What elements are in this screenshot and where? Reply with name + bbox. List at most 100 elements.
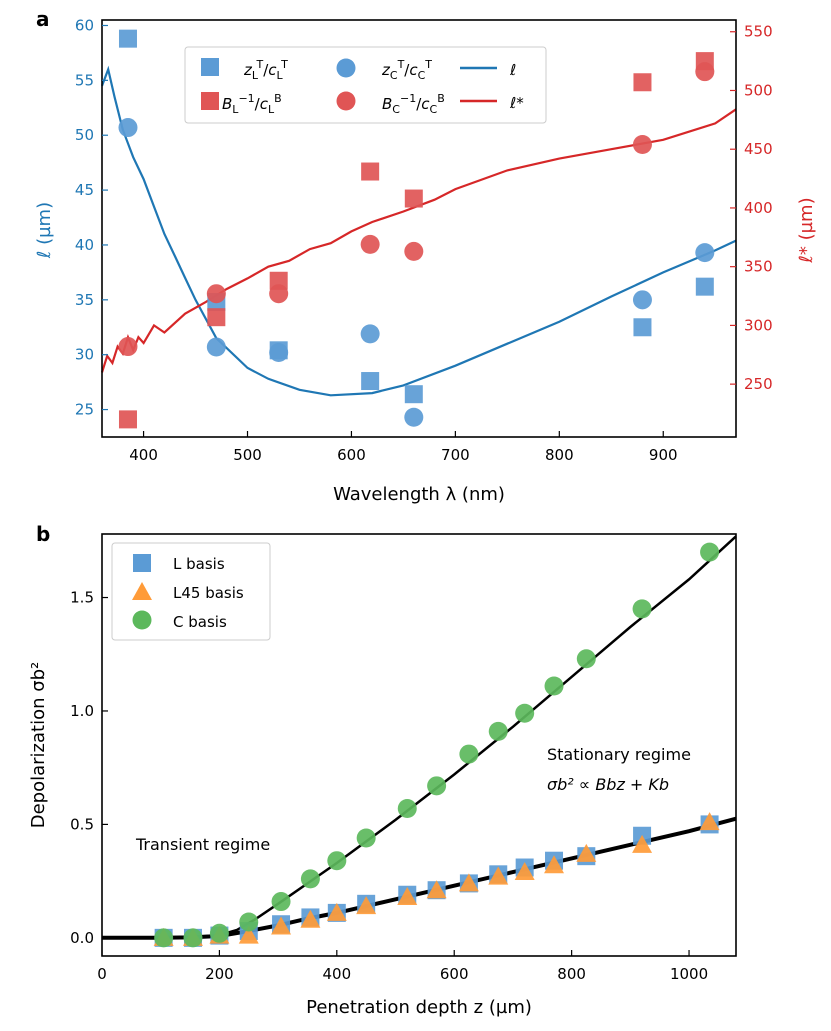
a-left-ytick-label-35: 35 xyxy=(75,291,94,309)
b-xtick-label-0: 0 xyxy=(97,965,107,983)
b-ytick-label-1.5: 1.5 xyxy=(70,589,94,607)
point-c-basis-400 xyxy=(327,851,347,871)
point-c-basis-770 xyxy=(544,676,564,696)
legend-BC-circle-marker xyxy=(336,91,356,111)
point-l45-basis-825 xyxy=(576,843,597,862)
a-right-ytick-label-300: 300 xyxy=(744,316,773,334)
point-l45-basis-250 xyxy=(238,925,259,944)
panel-a-right-y-label: ℓ* (µm) xyxy=(796,197,817,263)
b-ytick-label-0: 0.0 xyxy=(70,929,94,947)
legend-zCT-circle-marker xyxy=(336,58,356,78)
a-xtick-label-900: 900 xyxy=(649,446,678,464)
a-left-ytick-label-30: 30 xyxy=(75,346,94,364)
point-c-basis-570 xyxy=(427,776,447,796)
point-c-basis-625 xyxy=(459,744,479,764)
a-right-ytick-label-550: 550 xyxy=(744,23,773,41)
legend-L-basis-square-marker xyxy=(133,554,151,572)
point-c-basis-105 xyxy=(154,928,174,948)
b-xtick-label-1000: 1000 xyxy=(670,965,708,983)
b-xtick-label-400: 400 xyxy=(322,965,351,983)
legend-ell-label: ℓ xyxy=(509,61,516,79)
a-right-ytick-label-250: 250 xyxy=(744,375,773,393)
point-c-basis-920 xyxy=(632,599,652,619)
b-ytick-label-1: 1.0 xyxy=(70,702,94,720)
point-l45-basis-400 xyxy=(326,902,347,921)
legend-ell-star-label: ℓ* xyxy=(509,94,524,112)
point-c-basis-355 xyxy=(300,869,320,889)
panel-b-y-label: Depolarization σb² xyxy=(28,662,49,829)
b-ytick-label-0.5: 0.5 xyxy=(70,815,94,833)
panel-b-legend-box xyxy=(111,542,271,641)
point-c-basis-450 xyxy=(356,828,376,848)
a-left-ytick-label-50: 50 xyxy=(75,126,94,144)
a-left-ytick-label-45: 45 xyxy=(75,181,94,199)
a-left-ytick-label-40: 40 xyxy=(75,236,94,254)
panel-b-legend: L basis L45 basis C basis xyxy=(111,542,271,641)
panel-label-b: b xyxy=(36,522,50,546)
point-c-basis-200 xyxy=(209,923,229,943)
point-c-basis-825 xyxy=(576,649,596,669)
point-bl-1-cl-b-880 xyxy=(633,73,652,92)
point-zc-t-cc-t-940 xyxy=(695,243,715,263)
point-l45-basis-520 xyxy=(397,887,418,906)
panel-a-frame xyxy=(101,19,737,438)
legend-C-basis-circle-marker xyxy=(132,610,152,630)
point-c-basis-1035 xyxy=(700,542,720,562)
point-l45-basis-770 xyxy=(544,855,565,874)
point-l45-basis-450 xyxy=(356,896,377,915)
panel-a-legend: zLT/cLT zCT/cCT ℓ BL−1/cLB BC−1/cCB ℓ* xyxy=(184,46,547,124)
point-c-basis-675 xyxy=(488,721,508,741)
point-bc-1-cc-b-385 xyxy=(118,337,138,357)
panel-a: a 400 500 600 700 800 900 25 30 35 40 45 50 55 60 25… xyxy=(34,7,817,505)
a-xtick-label-700: 700 xyxy=(441,446,470,464)
panel-a-plot xyxy=(100,29,737,429)
panel-b-x-ticks: 0 200 400 600 800 1000 xyxy=(97,950,708,983)
point-zl-t-cl-t-940 xyxy=(695,277,714,296)
point-zl-t-cl-t-618 xyxy=(361,372,380,391)
point-c-basis-720 xyxy=(515,703,535,723)
legend-C-basis-label: C basis xyxy=(173,613,227,631)
point-bl-1-cl-b-470 xyxy=(207,308,226,327)
legend-L45-basis-triangle-marker xyxy=(132,582,152,600)
a-right-ytick-label-500: 500 xyxy=(744,81,773,99)
panel-b: b 0 200 400 600 800 1000 0.0 0.5 1.0 1.5 Penetra… xyxy=(28,522,737,1018)
point-c-basis-155 xyxy=(183,928,203,948)
point-bc-1-cc-b-530 xyxy=(269,284,289,304)
point-l45-basis-675 xyxy=(488,866,509,885)
point-l45-basis-355 xyxy=(300,909,321,928)
panel-b-x-label: Penetration depth z (µm) xyxy=(306,997,532,1018)
point-bl-1-cl-b-660 xyxy=(404,189,423,208)
legend-BL-square-marker xyxy=(201,92,219,110)
panel-a-x-label: Wavelength λ (nm) xyxy=(333,484,505,505)
point-c-basis-305 xyxy=(271,892,291,912)
point-zc-t-cc-t-618 xyxy=(360,324,380,344)
point-zc-t-cc-t-385 xyxy=(118,118,138,138)
series-ell-line xyxy=(100,65,737,397)
panel-a-right-ticks: 250 300 350 400 450 500 550 xyxy=(730,23,773,393)
point-l45-basis-920 xyxy=(632,834,653,853)
a-xtick-label-800: 800 xyxy=(545,446,574,464)
point-c-basis-520 xyxy=(397,799,417,819)
point-bc-1-cc-b-470 xyxy=(206,284,226,304)
point-l45-basis-305 xyxy=(271,916,292,935)
panel-a-x-ticks: 400 500 600 700 800 900 xyxy=(129,431,678,464)
point-zl-t-cl-t-880 xyxy=(633,318,652,337)
point-zc-t-cc-t-880 xyxy=(632,290,652,310)
a-left-ytick-label-55: 55 xyxy=(75,71,94,89)
a-left-ytick-label-25: 25 xyxy=(75,401,94,419)
legend-zLT-square-marker xyxy=(201,58,219,76)
a-right-ytick-label-400: 400 xyxy=(744,199,773,217)
b-xtick-label-600: 600 xyxy=(440,965,469,983)
legend-BL-label: BL−1/cLB xyxy=(222,92,282,116)
b-xtick-label-200: 200 xyxy=(205,965,234,983)
point-bc-1-cc-b-940 xyxy=(695,62,715,82)
stationary-formula-annotation: σb² ∝ Bbz + Kb xyxy=(547,775,669,794)
point-l45-basis-570 xyxy=(426,880,447,899)
stationary-regime-annotation: Stationary regime xyxy=(547,745,691,764)
a-xtick-label-600: 600 xyxy=(337,446,366,464)
panel-a-legend-box xyxy=(184,46,547,124)
point-bc-1-cc-b-660 xyxy=(404,241,424,261)
legend-L-basis-label: L basis xyxy=(173,555,225,573)
a-right-ytick-label-450: 450 xyxy=(744,140,773,158)
